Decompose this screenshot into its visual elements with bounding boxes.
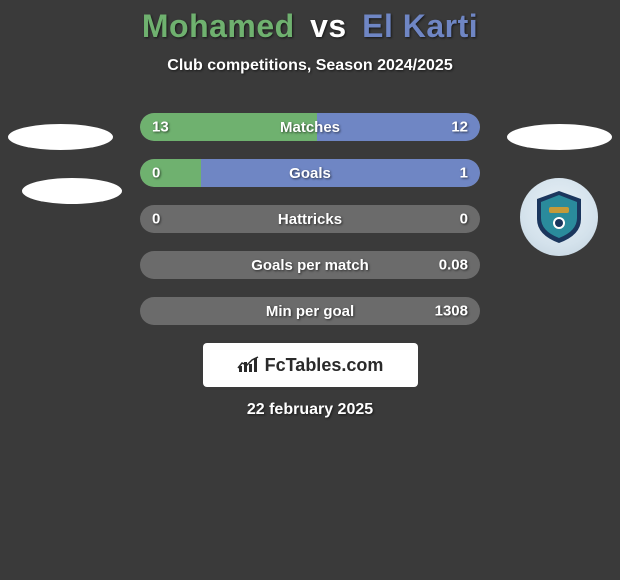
stat-label: Min per goal xyxy=(266,303,354,320)
stat-value-left: 13 xyxy=(152,119,169,136)
stat-value-right: 1 xyxy=(460,165,468,182)
stat-bar-right-fill xyxy=(201,159,480,187)
stat-value-right: 1308 xyxy=(435,303,468,320)
stat-label: Hattricks xyxy=(278,211,342,228)
player2-photo-placeholder xyxy=(507,124,612,150)
stat-value-left: 0 xyxy=(152,165,160,182)
player1-photo-placeholder xyxy=(8,124,113,150)
stat-value-right: 12 xyxy=(451,119,468,136)
stat-row: Matches 13 12 xyxy=(140,113,480,141)
stat-value-left: 0 xyxy=(152,211,160,228)
stat-value-right: 0.08 xyxy=(439,257,468,274)
club-emblem-icon xyxy=(529,187,589,247)
stat-row: Hattricks 0 0 xyxy=(140,205,480,233)
brand-chart-icon xyxy=(237,356,261,374)
stat-value-right: 0 xyxy=(460,211,468,228)
stat-row: Goals per match 0.08 xyxy=(140,251,480,279)
subtitle: Club competitions, Season 2024/2025 xyxy=(0,57,620,75)
stat-label: Goals per match xyxy=(251,257,369,274)
page-title: Mohamed vs El Karti xyxy=(0,8,620,45)
date-text: 22 february 2025 xyxy=(0,401,620,419)
stat-row: Min per goal 1308 xyxy=(140,297,480,325)
brand-badge: FcTables.com xyxy=(203,343,418,387)
brand-text: FcTables.com xyxy=(265,355,384,376)
stats-bars: Matches 13 12 Goals 0 1 Hattricks 0 0 Goals per m… xyxy=(140,113,480,325)
vs-text: vs xyxy=(310,8,347,44)
stat-bar-left-fill xyxy=(140,159,201,187)
player1-club-placeholder xyxy=(22,178,122,204)
stat-row: Goals 0 1 xyxy=(140,159,480,187)
player2-name: El Karti xyxy=(362,8,478,44)
player2-club-logo xyxy=(520,178,598,256)
player1-name: Mohamed xyxy=(142,8,295,44)
stat-label: Goals xyxy=(289,165,331,182)
stat-label: Matches xyxy=(280,119,340,136)
comparison-card: Mohamed vs El Karti Club competitions, S… xyxy=(0,0,620,419)
